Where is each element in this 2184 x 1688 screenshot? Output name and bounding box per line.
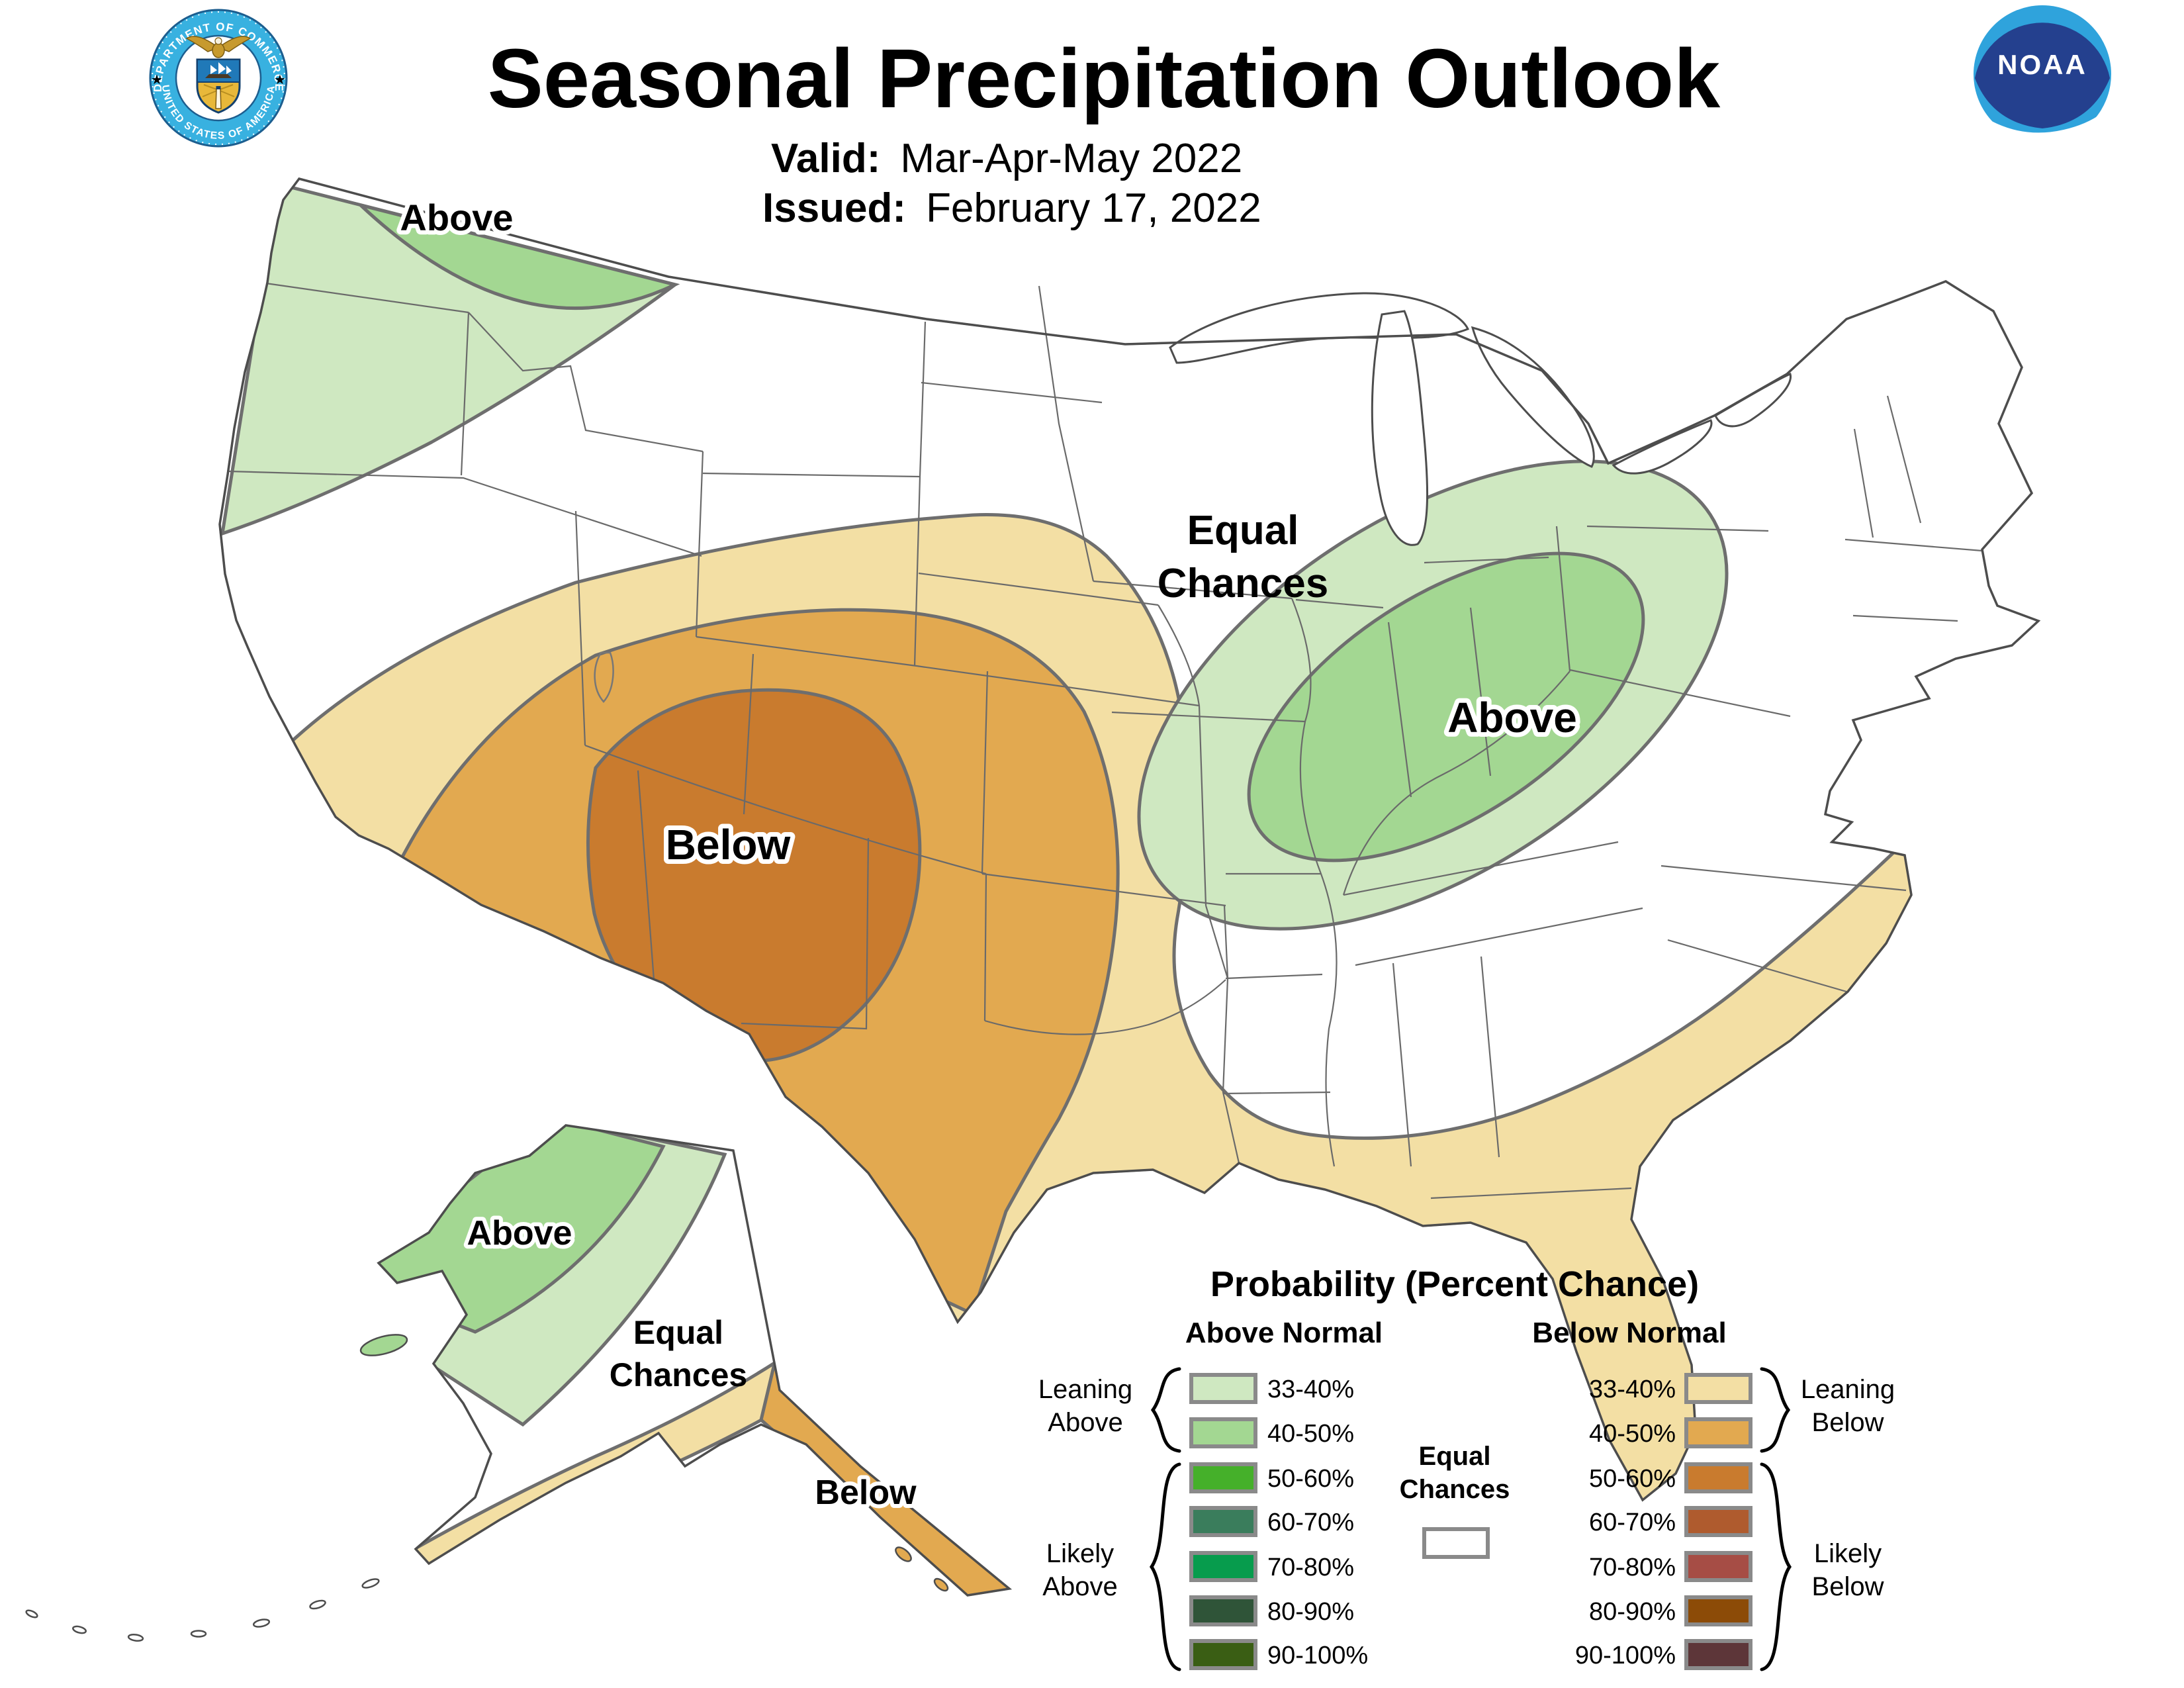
legend-below-swatch-2 <box>1684 1462 1752 1493</box>
noaa-wordmark: NOAA <box>1997 49 2087 80</box>
label-leaning-above-line1: Leaning <box>1038 1375 1132 1404</box>
legend-groups: Leaning Above Likely Above Leaning Below… <box>1038 1367 1895 1671</box>
legend-below-swatch-6 <box>1684 1639 1752 1670</box>
lake-michigan <box>1371 310 1429 546</box>
label-ak-equal-line2: Chances <box>610 1356 747 1393</box>
legend-below-swatch-5 <box>1684 1595 1752 1626</box>
legend-below-swatch-1 <box>1684 1417 1752 1448</box>
legend-below-column: 33-40% 40-50% 50-60% 60-70% 70-80% 80-90… <box>1575 1373 1752 1670</box>
issued-value: February 17, 2022 <box>926 185 1261 231</box>
legend-above-label-4: 70-80% <box>1267 1554 1354 1581</box>
issued-line: Issued: February 17, 2022 <box>762 185 1261 231</box>
header: Seasonal Precipitation Outlook Valid: Mar… <box>488 32 1721 231</box>
legend-below-label-5: 80-90% <box>1589 1598 1676 1626</box>
great-salt-lake <box>594 651 614 703</box>
legend-above-swatch-6 <box>1189 1639 1257 1670</box>
noaa-seagull-icon <box>1978 101 2115 148</box>
legend-above-label-6: 90-100% <box>1267 1642 1368 1669</box>
legend-above-label-5: 80-90% <box>1267 1598 1354 1626</box>
state-borders <box>228 282 1983 1199</box>
label-ak-above: Above <box>467 1214 572 1252</box>
legend-below-label-4: 70-80% <box>1589 1554 1676 1581</box>
legend-above-label-2: 50-60% <box>1267 1465 1354 1493</box>
issued-label: Issued: <box>762 185 906 231</box>
brace-leaning-below <box>1760 1367 1791 1453</box>
legend-equal-line2: Chances <box>1400 1475 1510 1504</box>
label-likely-below-line2: Below <box>1812 1572 1884 1601</box>
legend-title: Probability (Percent Chance) <box>1210 1264 1699 1304</box>
page-title: Seasonal Precipitation Outlook <box>488 32 1721 125</box>
label-ohio-above: Above <box>1447 694 1577 741</box>
legend-below-swatch-3 <box>1684 1506 1752 1537</box>
label-likely-above-line1: Likely <box>1046 1539 1114 1568</box>
legend-below-label-2: 50-60% <box>1589 1465 1676 1493</box>
legend-below-header: Below Normal <box>1532 1317 1726 1349</box>
legend-above-label-1: 40-50% <box>1267 1420 1354 1448</box>
legend: Probability (Percent Chance) Above Norma… <box>1038 1264 1895 1671</box>
label-leaning-below-line2: Below <box>1812 1408 1884 1437</box>
brace-likely-above <box>1149 1462 1181 1671</box>
label-ak-below: Below <box>815 1474 917 1512</box>
seal-shield-icon <box>196 58 241 114</box>
noaa-logo: NOAA <box>1974 5 2115 148</box>
legend-above-swatch-3 <box>1189 1506 1257 1537</box>
noaa-dark-top <box>1975 23 2110 128</box>
legend-below-label-0: 33-40% <box>1589 1376 1676 1403</box>
lake-superior <box>1169 292 1470 364</box>
lake-erie <box>1612 419 1713 475</box>
region-ohio-above-40-50 <box>1247 551 1645 863</box>
brace-likely-below <box>1760 1462 1792 1671</box>
legend-above-label-0: 33-40% <box>1267 1376 1354 1403</box>
panhandle-islands <box>895 1546 949 1592</box>
seal-star-right-icon: ★ <box>274 73 286 87</box>
lake-huron <box>1471 326 1595 468</box>
legend-equal-line1: Equal <box>1419 1442 1491 1471</box>
seal-eagle-icon <box>185 36 251 58</box>
legend-above-header: Above Normal <box>1185 1317 1383 1349</box>
seal-star-left-icon: ★ <box>151 73 163 87</box>
legend-above-column: 33-40% 40-50% 50-60% 60-70% 70-80% 80-90… <box>1189 1373 1368 1670</box>
label-pnw-above: Above <box>400 197 513 238</box>
valid-value: Mar-Apr-May 2022 <box>900 136 1242 181</box>
legend-above-swatch-4 <box>1189 1551 1257 1582</box>
legend-above-swatch-5 <box>1189 1595 1257 1626</box>
legend-below-label-3: 60-70% <box>1589 1509 1676 1536</box>
st-lawrence-island <box>359 1334 408 1356</box>
legend-below-swatch-0 <box>1684 1373 1752 1404</box>
label-sw-below: Below <box>666 821 791 868</box>
label-equal-chances-line1: Equal <box>1187 508 1299 553</box>
valid-label: Valid: <box>771 136 880 181</box>
label-leaning-above-line2: Above <box>1048 1408 1122 1437</box>
legend-below-label-6: 90-100% <box>1575 1642 1676 1669</box>
legend-above-swatch-1 <box>1189 1417 1257 1448</box>
legend-below-swatch-4 <box>1684 1551 1752 1582</box>
legend-equal-chances: Equal Chances <box>1400 1442 1510 1559</box>
label-likely-below-line1: Likely <box>1814 1539 1882 1568</box>
region-below-50-60 <box>586 688 922 1063</box>
great-lakes <box>1169 292 1792 546</box>
seal-ring-dots-outer <box>152 11 285 145</box>
label-likely-above-line2: Above <box>1042 1572 1117 1601</box>
brace-leaning-above <box>1150 1367 1181 1453</box>
legend-below-label-1: 40-50% <box>1589 1420 1676 1448</box>
department-of-commerce-seal: DEPARTMENT OF COMMERCE UNITED STATES OF … <box>149 9 288 148</box>
aleutian-islands <box>25 1578 380 1642</box>
label-ak-equal-line1: Equal <box>633 1314 723 1351</box>
label-equal-chances-line2: Chances <box>1158 561 1328 606</box>
valid-line: Valid: Mar-Apr-May 2022 <box>771 136 1242 181</box>
region-pnw-above-40-50 <box>355 202 680 310</box>
legend-above-swatch-2 <box>1189 1462 1257 1493</box>
alaska-inset: Above Equal Chances Below <box>25 1124 1011 1642</box>
legend-above-swatch-0 <box>1189 1373 1257 1404</box>
legend-above-label-3: 60-70% <box>1267 1509 1354 1536</box>
label-leaning-below-line1: Leaning <box>1801 1375 1895 1404</box>
legend-equal-swatch <box>1422 1527 1490 1559</box>
